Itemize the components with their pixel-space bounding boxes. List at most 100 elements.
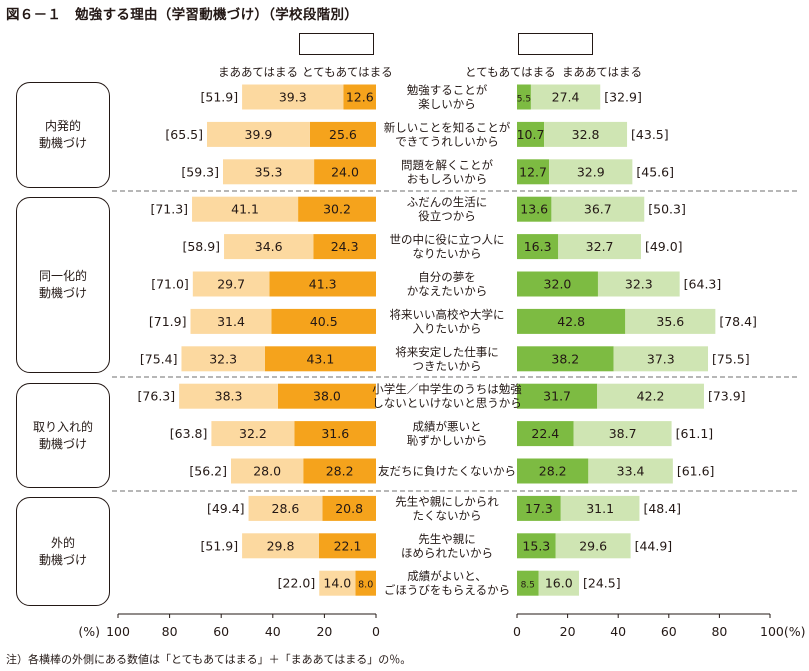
label-mid-total: [73.9] [708,389,746,404]
bar-mid-mild [551,196,645,222]
label-elem-total: [49.4] [207,501,245,516]
label-elem-total: [63.8] [170,426,208,441]
category-label: 先生や親に [418,532,476,546]
bar-elem-strong [343,84,376,110]
label-elem-mild: 41.1 [231,202,259,217]
label-mid-total: [49.0] [645,239,683,254]
label-mid-mild: 29.6 [579,538,607,553]
label-mid-strong: 32.0 [544,277,572,292]
bar-elem-mild [192,271,270,297]
axis-unit-label: (%) [78,624,100,639]
label-mid-mild: 31.1 [586,501,614,516]
right-tick-label: 0 [513,624,521,639]
label-mid-strong: 31.7 [543,389,571,404]
label-mid-total: [32.9] [604,90,642,105]
label-mid-strong: 13.6 [520,202,548,217]
bar-elem-mild [181,346,265,372]
label-elem-strong: 41.3 [309,277,337,292]
category-label: 成績がよいと、 [407,569,486,583]
label-mid-total: [61.1] [676,426,714,441]
label-mid-total: [45.6] [636,164,674,179]
bar-mid-strong [517,121,545,147]
category-label: 将来いい高校や大学に [390,307,505,321]
bar-elem-strong [309,121,376,147]
category-label: ほめられたいから [401,546,493,560]
left-tick-label: 40 [265,624,281,639]
bar-mid-mild [573,421,672,447]
label-mid-strong: 15.3 [522,538,550,553]
label-elem-strong: 38.0 [313,389,341,404]
bar-mid-mild [597,271,680,297]
label-elem-strong: 20.8 [335,501,363,516]
label-elem-mild: 39.9 [245,127,273,142]
label-mid-strong: 28.2 [539,464,567,479]
category-label: 恥ずかしいから [407,434,488,448]
bar-elem-strong [355,570,376,596]
right-tick-label: 100(%) [760,624,806,639]
bar-mid-strong [517,495,561,521]
category-label: おもしろいから [407,172,488,186]
bar-elem-mild [207,121,310,147]
category-label: 新しいことを知ることが [384,120,511,134]
label-mid-mild: 32.8 [572,127,600,142]
category-label: ごほうびをもらえるから [384,583,510,597]
label-elem-total: [22.0] [278,576,316,591]
category-label: 世の中に役に立つ人に [390,233,505,247]
bar-elem-mild [223,159,315,185]
bar-elem-strong [313,234,376,260]
label-elem-strong: 31.6 [321,426,349,441]
label-mid-strong: 16.3 [524,239,552,254]
category-label: 先生や親にしかられ [395,494,499,508]
category-label: 小学生／中学生のうちは勉強 [372,382,522,396]
category-label: 自分の夢を [418,270,476,284]
bar-elem-mild [242,84,344,110]
category-label: 問題を解くことが [401,158,493,172]
label-elem-mild: 38.3 [215,389,243,404]
label-mid-mild: 36.7 [584,202,612,217]
bar-elem-strong [271,308,376,334]
bar-elem-mild [190,308,272,334]
bar-mid-mild [597,383,704,409]
label-elem-strong: 43.1 [306,351,334,366]
group-label-intrinsic: 内発的 動機づけ [16,82,110,188]
bar-elem-mild [211,421,295,447]
legend-middle: 中学生 [518,33,593,55]
bar-mid-mild [538,570,579,596]
label-elem-mild: 32.3 [209,351,237,366]
bar-mid-strong [517,421,574,447]
bar-elem-strong [294,421,376,447]
bar-mid-mild [544,121,628,147]
bar-elem-mild [248,495,323,521]
label-mid-mild: 33.4 [617,464,645,479]
category-label: しないといけないと思うから [372,396,522,410]
bar-mid-mild [530,84,601,110]
label-mid-mild: 27.4 [552,90,580,105]
label-elem-strong: 28.2 [326,464,354,479]
label-elem-strong: 12.6 [346,90,374,105]
bar-elem-strong [322,495,376,521]
left-tick-label: 80 [162,624,178,639]
label-elem-strong: 24.3 [331,239,359,254]
label-mid-strong: 12.7 [519,164,547,179]
label-mid-strong: 5.5 [517,95,531,105]
label-elem-total: [59.3] [181,164,219,179]
label-mid-total: [44.9] [635,538,673,553]
bar-mid-mild [549,159,633,185]
bar-mid-strong [517,383,598,409]
left-tick-label: 0 [372,624,380,639]
label-mid-mild: 32.7 [586,239,614,254]
label-elem-strong: 40.5 [310,314,338,329]
left-tick-label: 100 [106,624,130,639]
bar-elem-strong [314,159,376,185]
bar-elem-strong [298,196,376,222]
label-elem-mild: 31.4 [217,314,245,329]
label-mid-total: [43.5] [631,127,669,142]
label-mid-total: [78.4] [719,314,757,329]
bar-mid-strong [517,196,552,222]
label-mid-total: [48.4] [643,501,681,516]
label-elem-strong: 24.0 [331,164,359,179]
label-elem-total: [58.9] [182,239,220,254]
label-mid-total: [50.3] [648,202,686,217]
right-header-strong: とてもあてはまる [465,65,556,79]
category-label: 入りたいから [413,321,482,335]
